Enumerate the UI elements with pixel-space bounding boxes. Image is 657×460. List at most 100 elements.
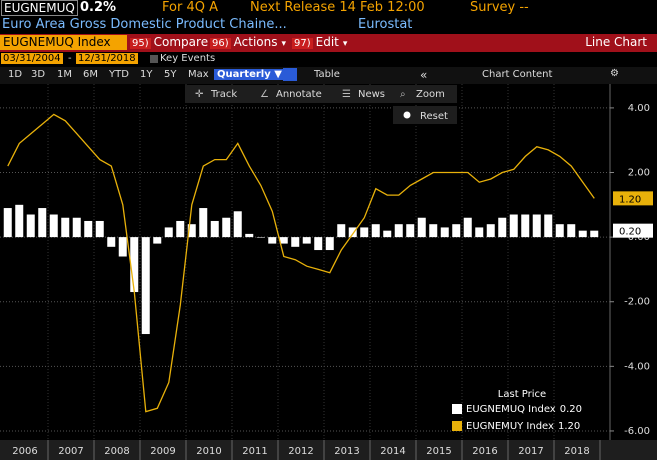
plot-area <box>0 84 610 440</box>
survey: Survey -- <box>470 0 529 15</box>
legend-value: 0.20 <box>560 404 582 415</box>
legend-name: EUGNEMUY Index <box>466 421 554 432</box>
tool-button[interactable]: News <box>358 89 385 100</box>
source: Eurostat <box>358 17 413 32</box>
x-tick-label: 2006 <box>12 446 37 457</box>
tool-button[interactable]: Track <box>210 89 237 100</box>
range-button[interactable]: 6M <box>83 69 98 80</box>
bar <box>348 227 357 238</box>
bar <box>26 214 35 238</box>
table-button[interactable]: Table <box>314 69 340 80</box>
menu[interactable]: 97) Edit ▾ <box>292 35 347 49</box>
x-axis-strip <box>0 440 657 460</box>
chart-icon[interactable] <box>283 68 297 81</box>
chart: 4.002.000.00-2.00-4.00-6.002006200720082… <box>0 84 657 460</box>
bar <box>15 204 24 238</box>
key-events[interactable]: Key Events <box>160 53 216 64</box>
toolbar: EUGNEMUQ Index 95)Compare▾96)Actions▾97)… <box>0 34 657 52</box>
range-row: 1D 3D 1M 6M YTD 1Y 5Y Max Quarterly ▼ Table « C… <box>0 67 657 84</box>
y-tick-label: -4.00 <box>624 361 650 372</box>
description-row: Euro Area Gross Domestic Product Chaine.… <box>0 17 657 34</box>
bar <box>291 237 300 247</box>
bar <box>325 237 334 251</box>
end-date[interactable]: 12/31/2018 <box>76 53 138 64</box>
menu[interactable]: 96) Actions ▾ <box>210 35 286 49</box>
bar <box>590 230 599 238</box>
bar <box>245 233 254 238</box>
x-tick-label: 2016 <box>472 446 497 457</box>
legend-name: EUGNEMUQ Index <box>466 404 556 415</box>
menu-caret: ▾ <box>281 39 287 49</box>
bar <box>509 214 518 238</box>
last-value-label: 0.20 <box>619 227 641 238</box>
start-date[interactable]: 03/31/2004 <box>1 53 63 64</box>
bar <box>532 214 541 238</box>
range-button[interactable]: 1Y <box>140 69 153 80</box>
security-input[interactable]: EUGNEMUQ Index <box>0 35 127 50</box>
bar <box>394 224 403 238</box>
bar <box>486 224 495 238</box>
description: Euro Area Gross Domestic Product Chaine.… <box>2 17 287 32</box>
range-button[interactable]: Max <box>188 69 209 80</box>
collapse[interactable]: « <box>420 68 428 82</box>
bar <box>95 220 104 238</box>
menu-key: 95) <box>130 38 151 49</box>
bar <box>555 224 564 238</box>
range-button[interactable]: 5Y <box>164 69 177 80</box>
bar <box>463 217 472 238</box>
settings[interactable]: ⚙ <box>610 68 619 79</box>
frequency[interactable]: Quarterly ▼ <box>214 69 285 80</box>
menu-key: 97) <box>292 38 313 49</box>
tool-button[interactable]: Annotate <box>276 89 322 100</box>
bar <box>141 237 150 335</box>
reset-bar <box>393 106 457 124</box>
x-tick-label: 2009 <box>150 446 175 457</box>
bar <box>153 237 162 244</box>
bar <box>49 214 58 238</box>
menu[interactable]: 95)Compare▾ <box>130 35 217 49</box>
bar <box>429 224 438 238</box>
bar <box>417 217 426 238</box>
range-button[interactable]: 1M <box>57 69 72 80</box>
range-button[interactable]: 3D <box>31 69 46 80</box>
menu-label: Compare <box>153 35 209 49</box>
bar <box>222 217 231 238</box>
x-tick-label: 2007 <box>58 446 83 457</box>
legend-title: Last Price <box>498 389 546 400</box>
bar <box>210 220 219 238</box>
bar <box>475 227 484 238</box>
chart-content[interactable]: Chart Content <box>482 69 553 80</box>
reset-button[interactable]: Reset <box>420 111 448 122</box>
bar <box>268 237 277 244</box>
last-value: 0.2% <box>80 0 117 15</box>
tool-icon: ✛ <box>195 89 204 100</box>
tool-button[interactable]: Zoom <box>416 89 445 100</box>
line <box>7 113 595 413</box>
checkbox[interactable] <box>150 55 158 63</box>
header-row: EUGNEMUQ 0.2% For 4Q A Next Release 14 F… <box>0 0 657 17</box>
bar <box>164 227 173 238</box>
legend-value: 1.20 <box>558 421 580 432</box>
y-tick-label: -6.00 <box>624 426 650 437</box>
menu-label: Actions <box>233 35 278 49</box>
bar <box>279 237 288 244</box>
x-tick-label: 2017 <box>518 446 543 457</box>
bar <box>302 237 311 244</box>
x-tick-label: 2018 <box>564 446 589 457</box>
y-tick-label: 4.00 <box>628 103 650 114</box>
reset-icon <box>403 111 411 119</box>
bar <box>314 237 323 251</box>
bar <box>176 220 185 238</box>
bar <box>498 217 507 238</box>
x-tick-label: 2015 <box>426 446 451 457</box>
x-tick-label: 2014 <box>380 446 405 457</box>
bar <box>61 217 70 238</box>
legend-swatch <box>452 421 462 431</box>
range-button[interactable]: 1D <box>8 69 23 80</box>
range-button[interactable]: YTD <box>109 69 129 80</box>
view-title: Line Chart <box>585 35 647 49</box>
bar <box>521 214 530 238</box>
bar <box>199 208 208 238</box>
tool-icon: ∠ <box>260 89 269 100</box>
